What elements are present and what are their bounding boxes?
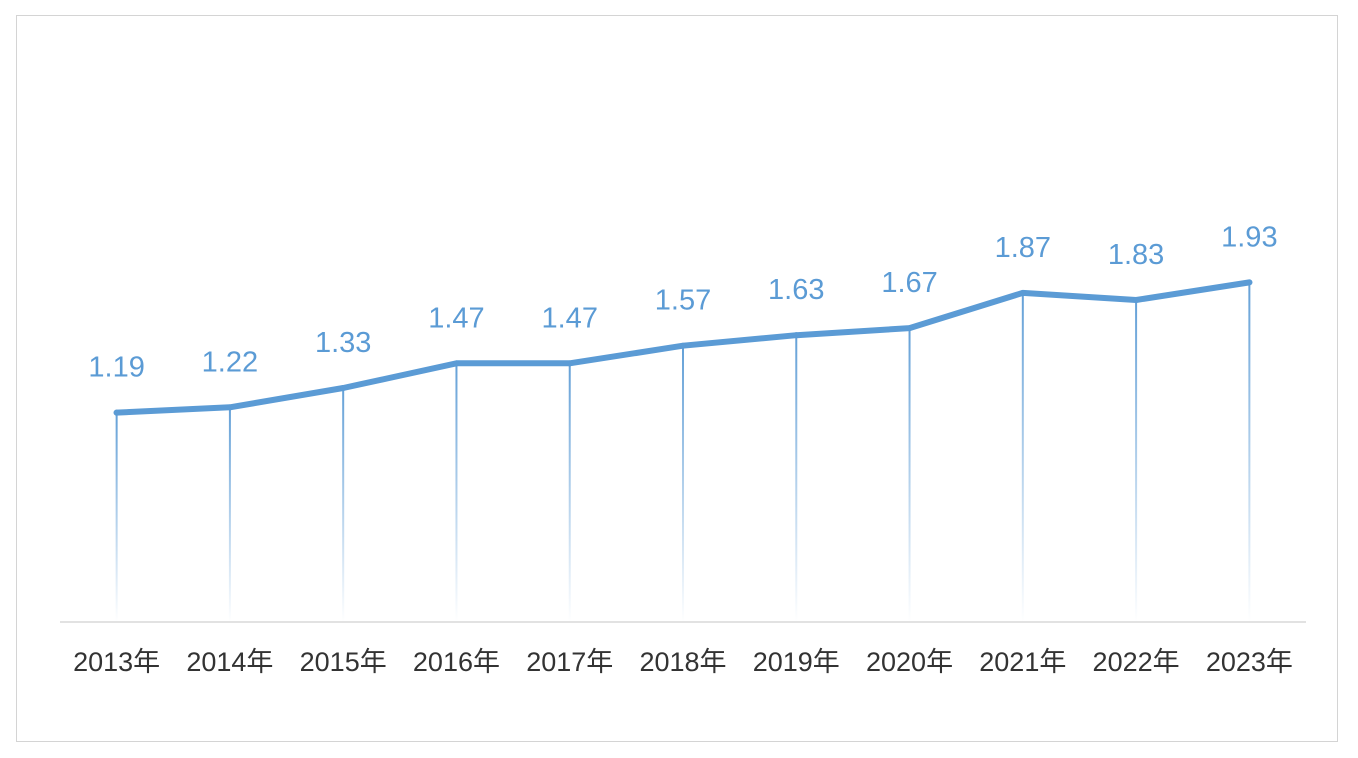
drop-line-5	[568, 363, 571, 622]
data-point-8	[906, 325, 913, 332]
drop-lines	[115, 282, 1251, 622]
chart-frame	[16, 15, 1338, 742]
data-point-2	[226, 404, 233, 411]
data-label-11: 1.93	[1221, 221, 1277, 253]
data-point-11	[1246, 279, 1253, 286]
x-tick-label-7: 2019年	[753, 647, 840, 677]
x-tick-label-6: 2018年	[639, 647, 726, 677]
data-labels: 1.19 1.22 1.33 1.47 1.47 1.57 1.63 1.67 1.87 1.83…	[88, 221, 1277, 383]
data-point-7	[793, 332, 800, 339]
drop-line-10	[1135, 299, 1138, 622]
drop-line-3	[342, 387, 345, 622]
data-label-9: 1.87	[995, 232, 1051, 264]
series-line-group	[113, 279, 1253, 416]
x-tick-label-3: 2015年	[300, 647, 387, 677]
drop-line-8	[908, 328, 911, 622]
data-label-2: 1.22	[202, 346, 258, 378]
x-tick-label-4: 2016年	[413, 647, 500, 677]
data-label-6: 1.57	[655, 285, 711, 317]
data-label-7: 1.63	[768, 274, 824, 306]
data-label-5: 1.47	[542, 302, 598, 334]
data-point-10	[1133, 296, 1140, 303]
x-tick-label-11: 2023年	[1206, 647, 1293, 677]
drop-line-9	[1021, 292, 1024, 622]
data-point-4	[453, 360, 460, 367]
data-point-6	[680, 342, 686, 349]
x-tick-labels: 2013年 2014年 2015年 2016年 2017年 2018年 2019年 2020年…	[73, 647, 1293, 677]
data-point-9	[1019, 289, 1026, 296]
data-point-3	[340, 384, 347, 391]
drop-line-7	[795, 335, 798, 622]
x-tick-label-9: 2021年	[979, 647, 1066, 677]
drop-line-4	[455, 363, 458, 622]
drop-line-2	[228, 407, 231, 622]
x-tick-label-10: 2022年	[1093, 647, 1180, 677]
drop-line-1	[115, 412, 118, 622]
data-label-10: 1.83	[1108, 239, 1164, 271]
data-point-1	[113, 409, 120, 416]
data-label-1: 1.19	[88, 352, 144, 384]
x-tick-label-2: 2014年	[186, 647, 273, 677]
x-tick-label-8: 2020年	[866, 647, 953, 677]
x-tick-label-5: 2017年	[526, 647, 613, 677]
data-label-3: 1.33	[315, 327, 371, 359]
drop-line-6	[682, 345, 684, 622]
data-label-8: 1.67	[881, 267, 937, 299]
drop-line-11	[1248, 282, 1251, 622]
x-tick-label-1: 2013年	[73, 647, 160, 677]
data-point-5	[566, 360, 573, 367]
data-label-4: 1.47	[428, 302, 484, 334]
